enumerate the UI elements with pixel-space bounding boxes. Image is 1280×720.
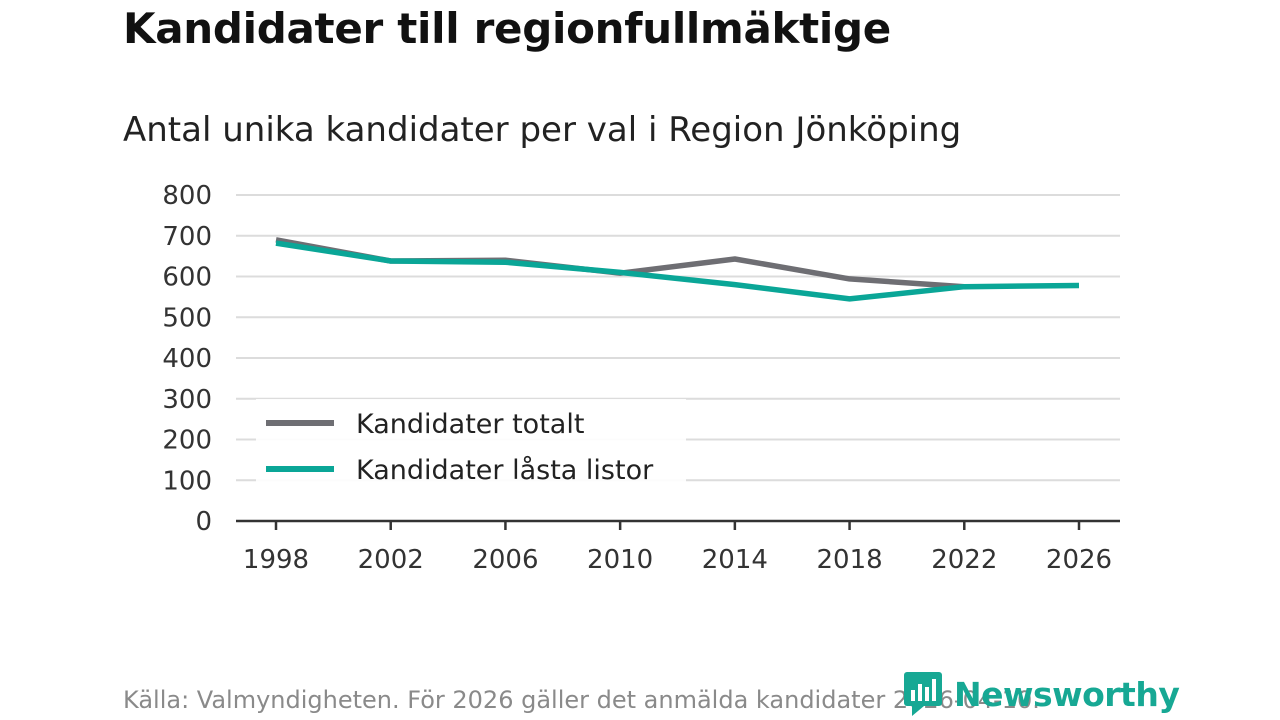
y-tick-label: 300: [162, 385, 212, 415]
newsworthy-logo-icon: [904, 672, 942, 716]
series-line-kandidater-lasta-listor: [275, 240, 1080, 302]
brand-logo: Newsworthy: [902, 670, 1180, 718]
x-tick-label: 2018: [816, 545, 882, 575]
x-tick-label: 2002: [358, 545, 424, 575]
y-tick-label: 100: [162, 466, 212, 496]
x-tick-label: 2014: [702, 545, 768, 575]
y-tick-label: 700: [162, 222, 212, 252]
y-tick-label: 400: [162, 344, 212, 374]
gridlines: [236, 194, 1120, 482]
x-tick-label: 2026: [1046, 545, 1112, 575]
y-tick-label: 600: [162, 263, 212, 293]
series-lines: [275, 237, 1080, 302]
x-tick-label: 1998: [243, 545, 309, 575]
legend-background: [256, 399, 686, 495]
y-tick-label: 200: [162, 426, 212, 456]
y-axis-ticks: 0 100 200 300 400 500 600 700 800: [162, 181, 212, 537]
series-line-kandidater-totalt: [275, 237, 965, 290]
y-tick-label: 800: [162, 181, 212, 211]
x-tick-label: 2010: [587, 545, 653, 575]
y-tick-label: 0: [195, 507, 212, 537]
legend-label: Kandidater låsta listor: [356, 455, 654, 486]
chart-title: Kandidater till regionfullmäktige: [123, 4, 891, 53]
legend: Kandidater totalt Kandidater låsta listor: [256, 399, 686, 495]
y-tick-label: 500: [162, 303, 212, 333]
source-note: Källa: Valmyndigheten. För 2026 gäller d…: [123, 686, 1040, 714]
x-axis: 1998 2002 2006 2010 2014 2018 2022 2026: [236, 519, 1120, 575]
x-tick-label: 2006: [472, 545, 538, 575]
brand-name: Newsworthy: [954, 674, 1180, 714]
chart-subtitle: Antal unika kandidater per val i Region …: [123, 110, 962, 150]
x-tick-label: 2022: [931, 545, 997, 575]
legend-label: Kandidater totalt: [356, 409, 584, 440]
